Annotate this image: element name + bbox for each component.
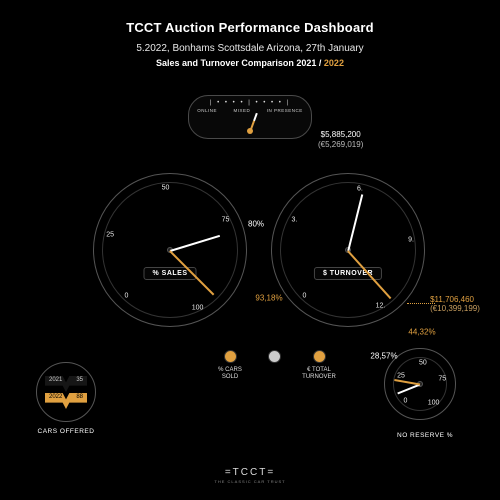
legend-dot: [268, 350, 281, 363]
mode-label-mixed: MIXED: [233, 108, 250, 113]
mode-label-online: ONLINE: [197, 108, 217, 113]
legend-item: € TOTAL TURNOVER: [299, 350, 339, 381]
cars-offered-2021: 2021 35: [45, 376, 87, 392]
co-y2-year: 2022: [49, 394, 62, 400]
no-reserve-label: NO RESERVE %: [397, 432, 453, 439]
sub2-prefix: Sales and Turnover Comparison 2021 /: [156, 58, 324, 68]
mode-labels: ONLINE MIXED IN PRESENCE: [189, 108, 311, 113]
turnover-2021-usd: $5,885,200: [318, 130, 363, 140]
tick-label: 25: [397, 372, 405, 379]
header: TCCT Auction Performance Dashboard 5.202…: [0, 0, 500, 68]
turnover-value-2022: $11,706,460(€10,399,199): [430, 295, 480, 313]
tick-label: 50: [419, 360, 427, 367]
turnover-gauge: $ TURNOVER 03.6.9.12.: [271, 173, 425, 327]
tick-label: 0: [403, 397, 407, 404]
mode-label-presence: IN PRESENCE: [267, 108, 303, 113]
tick-label: 75: [438, 376, 446, 383]
tick-label: 100: [192, 305, 204, 312]
co-y1-year: 2021: [49, 377, 62, 383]
co-y2-val: 88: [76, 394, 83, 400]
mode-scale: | • • • • | • • • • |: [189, 100, 311, 106]
tick-label: 12.: [376, 302, 386, 309]
legend-dot: [224, 350, 237, 363]
mode-gauge: | • • • • | • • • • | ONLINE MIXED IN PR…: [188, 95, 312, 139]
logo-text: =TCCT=: [214, 467, 285, 478]
page-title: TCCT Auction Performance Dashboard: [0, 20, 500, 35]
tick-label: 6.: [357, 185, 363, 192]
tick-label: 0: [124, 292, 128, 299]
cars-offered: 2021 35 2022 88 CARS OFFERED: [30, 362, 102, 435]
cars-offered-ring: 2021 35 2022 88: [36, 362, 96, 422]
turnover-2021-eur: (€5,269,019): [318, 140, 363, 150]
mode-pivot: [247, 128, 253, 134]
legend-label: % CARS SOLD: [210, 367, 250, 381]
legend-item: [268, 350, 281, 363]
co-y1-val: 35: [76, 377, 83, 383]
sales-gauge: % SALES 0255075100: [93, 173, 247, 327]
comparison-line: Sales and Turnover Comparison 2021 / 202…: [0, 58, 500, 68]
cars-offered-label: CARS OFFERED: [30, 428, 102, 435]
legend-dot: [313, 350, 326, 363]
logo-tag: THE CLASSIC CAR TRUST: [214, 479, 285, 484]
tick-label: 100: [428, 400, 440, 407]
tick-label: 3.: [292, 216, 298, 223]
connector-line: [407, 303, 435, 304]
noreserve-value-2022: 44,32%: [408, 328, 435, 337]
sales-value-2022: 93,18%: [255, 294, 282, 303]
tick-label: 50: [162, 185, 170, 192]
sales-value-2021: 80%: [248, 220, 264, 229]
legend-item: % CARS SOLD: [210, 350, 250, 381]
tick-label: 0: [302, 292, 306, 299]
sub2-year-accent: 2022: [324, 58, 344, 68]
subtitle: 5.2022, Bonhams Scottsdale Arizona, 27th…: [0, 43, 500, 54]
logo: =TCCT= THE CLASSIC CAR TRUST: [214, 467, 285, 484]
turnover-2021-callout: $5,885,200 (€5,269,019): [318, 130, 363, 149]
tick-label: 25: [106, 231, 114, 238]
tick-label: 75: [222, 216, 230, 223]
cars-offered-2022: 2022 88: [45, 393, 87, 409]
legend-label: € TOTAL TURNOVER: [299, 367, 339, 381]
legend-dots: % CARS SOLD € TOTAL TURNOVER: [210, 350, 339, 381]
tick-label: 9.: [408, 237, 414, 244]
noreserve-value-2021: 28,57%: [370, 352, 397, 361]
